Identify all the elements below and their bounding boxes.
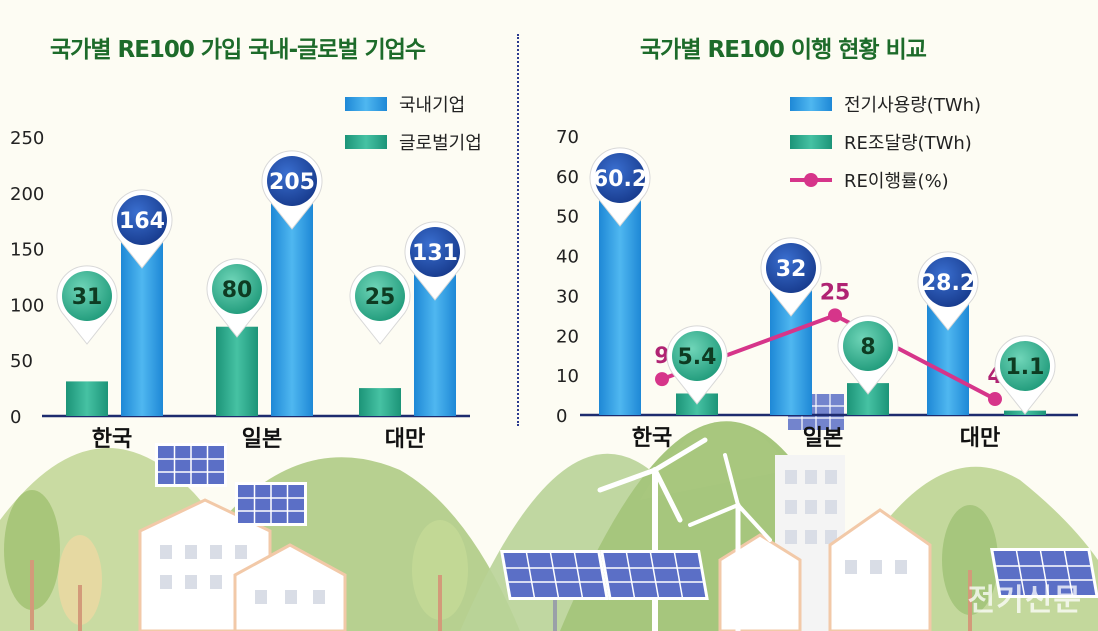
legend-label: 국내기업 — [399, 95, 465, 116]
x-tick-label: 한국 — [92, 427, 132, 452]
y-tick-label: 40 — [556, 247, 579, 268]
legend-swatch — [804, 173, 818, 187]
divider-line — [517, 34, 519, 426]
y-tick-label: 30 — [556, 286, 579, 307]
data-label-usage-pin — [595, 153, 645, 203]
data-label-domestic-pin — [410, 227, 460, 277]
watermark: 전기신문 — [967, 583, 1082, 618]
y-tick-label: 60 — [556, 167, 579, 188]
y-tick-label: 0 — [10, 407, 21, 428]
x-tick-label: 한국 — [632, 426, 672, 451]
data-label-usage-pin — [923, 257, 973, 307]
y-tick-label: 100 — [10, 295, 44, 316]
legend-label: RE조달량(TWh) — [844, 133, 972, 154]
legend-swatch — [790, 135, 832, 149]
data-label-re-supply-label: 1.1 — [1006, 355, 1045, 380]
x-tick-label: 일본 — [803, 426, 843, 451]
data-label-global-label: 80 — [222, 278, 253, 303]
y-tick-label: 10 — [556, 366, 579, 387]
y-tick-label: 50 — [556, 207, 579, 228]
data-label-global-label: 25 — [365, 285, 396, 310]
bar-global — [359, 388, 401, 416]
data-label-domestic-pin — [267, 156, 317, 206]
x-tick-label: 대만 — [385, 427, 425, 452]
data-label-re-supply-pin — [843, 321, 893, 371]
houses — [138, 455, 932, 631]
data-label-domestic-label: 164 — [119, 209, 165, 234]
trees — [4, 490, 998, 631]
legend-swatch — [790, 97, 832, 111]
data-label-usage-label: 60.2 — [593, 167, 647, 192]
legend-swatch — [345, 135, 387, 149]
point-re-rate — [988, 392, 1002, 407]
y-tick-label: 50 — [10, 351, 33, 372]
bar-global — [216, 326, 258, 416]
data-label-usage-label: 32 — [776, 257, 807, 282]
y-tick-label: 150 — [10, 240, 44, 261]
x-tick-label: 대만 — [960, 426, 1000, 451]
data-label-domestic-pin — [117, 195, 167, 245]
y-tick-label: 20 — [556, 326, 579, 347]
data-label-usage-label: 28.2 — [921, 271, 975, 296]
y-tick-label: 0 — [556, 406, 567, 427]
right-chart-title: 국가별 RE100 이행 현황 비교 — [640, 37, 927, 63]
data-label-re-supply-pin — [1000, 341, 1050, 391]
legend-label: 글로벌기업 — [399, 133, 482, 154]
y-tick-label: 200 — [10, 184, 44, 205]
data-label-re-supply-label: 8 — [860, 335, 875, 360]
data-label-global-label: 31 — [72, 285, 103, 310]
data-label-global-pin — [355, 271, 405, 321]
bar-global — [66, 381, 108, 416]
x-tick-label: 일본 — [242, 427, 282, 452]
y-tick-label: 250 — [10, 128, 44, 149]
left-chart-title: 국가별 RE100 가입 국내-글로벌 기업수 — [50, 37, 426, 63]
legend-label: 전기사용량(TWh) — [844, 95, 981, 116]
legend-swatch — [345, 97, 387, 111]
solar-panels — [155, 394, 1098, 631]
legend-label: RE이행률(%) — [844, 171, 949, 192]
data-label-re-rate: 9 — [654, 344, 669, 369]
data-label-re-supply-label: 5.4 — [678, 345, 717, 370]
data-label-global-pin — [62, 271, 112, 321]
data-label-re-supply-pin — [672, 331, 722, 381]
y-tick-label: 70 — [556, 127, 579, 148]
chart-left: 0 50 100 150 200 250 한국 일본 대만 31 80 25 164 205 131 국내기업… — [10, 95, 482, 452]
data-label-global-pin — [212, 264, 262, 314]
data-label-domestic-label: 205 — [269, 170, 315, 195]
data-label-re-rate: 25 — [820, 280, 851, 305]
data-label-domestic-label: 131 — [412, 241, 458, 266]
point-re-rate — [828, 308, 842, 323]
point-re-rate — [655, 372, 669, 387]
data-label-usage-pin — [766, 243, 816, 293]
